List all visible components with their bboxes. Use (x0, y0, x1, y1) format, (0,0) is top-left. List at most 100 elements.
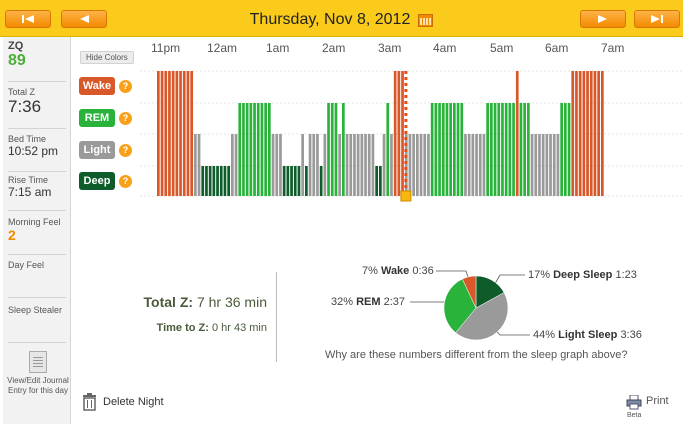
sleep-bar-deep (297, 166, 301, 196)
skip-back-icon (22, 15, 34, 23)
sleep-bar-deep (286, 166, 290, 196)
time-marker (400, 71, 412, 202)
sleep-bar-rem (334, 103, 338, 196)
why-numbers-different-link[interactable]: Why are these numbers different from the… (325, 349, 628, 361)
sleep-bar-light (312, 134, 316, 196)
sleep-bar-light (416, 134, 419, 196)
sleep-bar-deep (282, 166, 286, 196)
sleep-bar-light (482, 134, 486, 196)
summary-time-to-z-label: Time to Z: (156, 322, 209, 334)
rise-time-label: Rise Time (8, 175, 49, 185)
sleep-bar-rem (523, 103, 526, 196)
morning-feel-stat[interactable]: Morning Feel 2 (8, 217, 66, 255)
sleep-bar-deep (205, 166, 208, 196)
sleep-bar-wake (168, 71, 171, 196)
total-z-stat: Total Z 7:36 (8, 87, 66, 129)
print-button[interactable]: Print (626, 395, 669, 410)
delete-night-label: Delete Night (103, 396, 164, 408)
sleep-bar-light (419, 134, 423, 196)
pie-label-deep-name: Deep Sleep (553, 269, 613, 281)
stage-label-deep: Deep (79, 172, 115, 190)
sleep-bar-rem (253, 103, 256, 196)
light-help-icon[interactable]: ? (119, 144, 132, 157)
date-title-wrap: Thursday, Nov 8, 2012 (0, 11, 683, 29)
sleep-bar-light (360, 134, 364, 196)
sleep-bar-rem (508, 103, 512, 196)
arrow-left-icon (80, 15, 89, 23)
sleep-bar-light (467, 134, 471, 196)
journal-entry-link[interactable]: View/Edit Journal Entry for this day (6, 351, 70, 396)
pie-slice-light-sleep (455, 292, 509, 341)
sleep-bar-light (538, 134, 541, 196)
deep-help-icon[interactable]: ? (119, 175, 132, 188)
sleep-bar-deep (201, 166, 205, 196)
time-label-7am: 7am (601, 41, 625, 55)
stage-label-wake: Wake (79, 77, 115, 95)
pie-slice-rem (443, 278, 477, 334)
summary-divider (276, 272, 277, 362)
calendar-icon[interactable] (418, 13, 434, 27)
previous-night-button[interactable] (61, 10, 107, 28)
sleep-bar-rem (564, 103, 567, 196)
sleep-bar-light (404, 134, 408, 196)
sleep-bar-deep (219, 166, 223, 196)
sleep-bar-rem (460, 103, 464, 196)
next-night-button[interactable] (580, 10, 626, 28)
sleep-bar-rem (512, 103, 515, 196)
rem-help-icon[interactable]: ? (119, 112, 132, 125)
sleep-bar-light (408, 134, 412, 196)
sleep-bar-wake (571, 71, 575, 196)
sleep-bar-wake (586, 71, 589, 196)
sleep-bar-rem (519, 103, 523, 196)
document-icon (29, 351, 47, 373)
wake-help-icon[interactable]: ? (119, 80, 132, 93)
stage-label-rem: REM (79, 109, 115, 127)
sleep-stealer-stat[interactable]: Sleep Stealer (8, 305, 66, 343)
total-z-label: Total Z (8, 87, 36, 97)
day-feel-stat[interactable]: Day Feel (8, 260, 66, 298)
sleep-bar-deep (212, 166, 216, 196)
sleep-bar-light (279, 134, 282, 196)
pie-label-wake-name: Wake (380, 265, 410, 277)
summary-total-z: Total Z: 7 hr 36 min (144, 294, 267, 310)
pie-label-wake-dur: 0:36 (412, 265, 434, 277)
sleep-bar-deep (319, 166, 323, 196)
sleep-bar-light (323, 134, 327, 196)
stage-label-light: Light (79, 141, 115, 159)
first-night-button[interactable] (5, 10, 51, 28)
sleep-bar-rem (330, 103, 334, 196)
time-marker-handle[interactable] (400, 190, 412, 202)
date-title: Thursday, Nov 8, 2012 (249, 11, 411, 28)
sleep-bar-rem (453, 103, 456, 196)
date-navigation-bar: Thursday, Nov 8, 2012 (0, 0, 683, 37)
sleep-bar-light (427, 134, 430, 196)
sleep-bar-wake (393, 71, 397, 196)
sleep-bar-wake (397, 71, 401, 196)
sleep-bar-wake (593, 71, 597, 196)
delete-night-button[interactable]: Delete Night (82, 393, 164, 411)
sleep-bar-wake (578, 71, 582, 196)
sleep-bar-light (478, 134, 482, 196)
summary-total-z-label: Total Z: (143, 294, 194, 310)
graph-bars (157, 71, 604, 196)
time-label-3am: 3am (378, 41, 402, 55)
sleep-bar-rem (445, 103, 449, 196)
sleep-bar-light (364, 134, 367, 196)
pie-label-wake-pct: 7% (362, 265, 378, 277)
summary-time-to-z: Time to Z: 0 hr 43 min (157, 322, 267, 334)
last-night-button[interactable] (634, 10, 680, 28)
sleep-bar-light (194, 134, 197, 196)
sleep-bar-wake (601, 71, 604, 196)
pie-label-rem-name: REM (356, 296, 381, 308)
pie-label-light-name: Light Sleep (558, 329, 618, 341)
sleep-bar-light (475, 134, 478, 196)
sleep-bar-light (534, 134, 538, 196)
sleep-bar-rem (260, 103, 264, 196)
sleep-bar-rem (238, 103, 242, 196)
hide-colors-button[interactable]: Hide Colors (80, 51, 134, 64)
sleep-bar-rem (268, 103, 271, 196)
sleep-bar-rem (486, 103, 489, 196)
sleep-bar-light (412, 134, 415, 196)
sleep-bar-light (308, 134, 312, 196)
